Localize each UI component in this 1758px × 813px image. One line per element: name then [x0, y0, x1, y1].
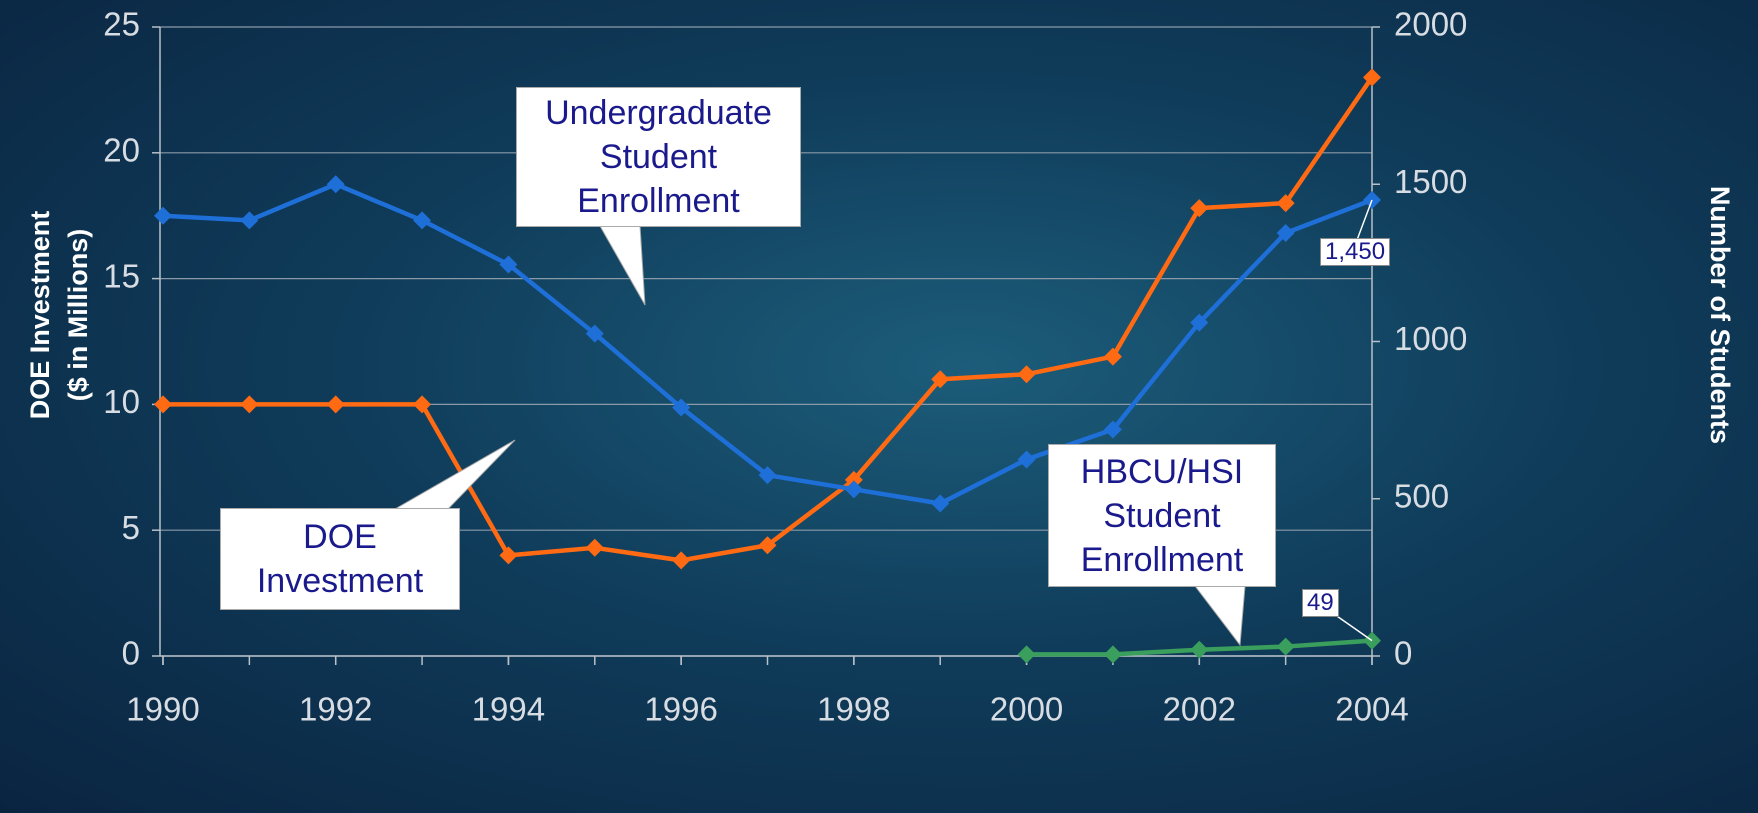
marker — [413, 211, 431, 229]
marker — [1018, 645, 1036, 663]
marker — [240, 211, 258, 229]
y-tick-label: 25 — [103, 6, 140, 43]
x-tick-label: 2000 — [990, 691, 1063, 728]
y2-tick-label: 1000 — [1394, 320, 1467, 357]
marker — [240, 395, 258, 413]
value-label-leader — [1332, 613, 1372, 641]
y-axis-label: ($ in Millions) — [63, 229, 93, 402]
y2-tick-label: 2000 — [1394, 6, 1467, 43]
y2-axis-label: Number of Students — [1705, 186, 1735, 444]
x-tick-label: 2004 — [1335, 691, 1408, 728]
marker — [154, 207, 172, 225]
marker — [1104, 348, 1122, 366]
marker — [1018, 450, 1036, 468]
marker — [499, 546, 517, 564]
marker — [1190, 199, 1208, 217]
marker — [672, 551, 690, 569]
x-tick-label: 1994 — [472, 691, 545, 728]
value-label: 49 — [1302, 589, 1339, 617]
y-tick-label: 20 — [103, 132, 140, 169]
x-tick-label: 1992 — [299, 691, 372, 728]
marker — [327, 175, 345, 193]
callout-pointer — [395, 440, 515, 509]
y-axis-label: DOE Investment — [25, 211, 55, 420]
callout-label: HBCU/HSI Student Enrollment — [1048, 444, 1276, 587]
y2-tick-label: 500 — [1394, 477, 1449, 514]
y-tick-label: 15 — [103, 257, 140, 294]
callout-pointer — [1195, 586, 1245, 645]
marker — [1277, 638, 1295, 656]
callout-label: Undergraduate Student Enrollment — [516, 87, 801, 227]
y-tick-label: 10 — [103, 383, 140, 420]
marker — [1104, 645, 1122, 663]
y2-tick-label: 1500 — [1394, 163, 1467, 200]
y2-tick-label: 0 — [1394, 635, 1412, 672]
y-tick-label: 5 — [122, 509, 140, 546]
chart: DOE Investment ($ in Millions) Number of… — [0, 0, 1758, 813]
callout-pointer — [600, 226, 645, 305]
marker — [586, 539, 604, 557]
marker — [154, 395, 172, 413]
marker — [931, 494, 949, 512]
x-tick-label: 1996 — [644, 691, 717, 728]
y-tick-label: 0 — [122, 635, 140, 672]
marker — [413, 395, 431, 413]
x-tick-label: 2002 — [1163, 691, 1236, 728]
marker — [1018, 365, 1036, 383]
x-tick-label: 1990 — [126, 691, 199, 728]
value-label: 1,450 — [1320, 238, 1390, 266]
x-tick-label: 1998 — [817, 691, 890, 728]
page: DOE Investment ($ in Millions) Number of… — [0, 0, 1758, 813]
marker — [327, 395, 345, 413]
callout-label: DOE Investment — [220, 508, 460, 610]
